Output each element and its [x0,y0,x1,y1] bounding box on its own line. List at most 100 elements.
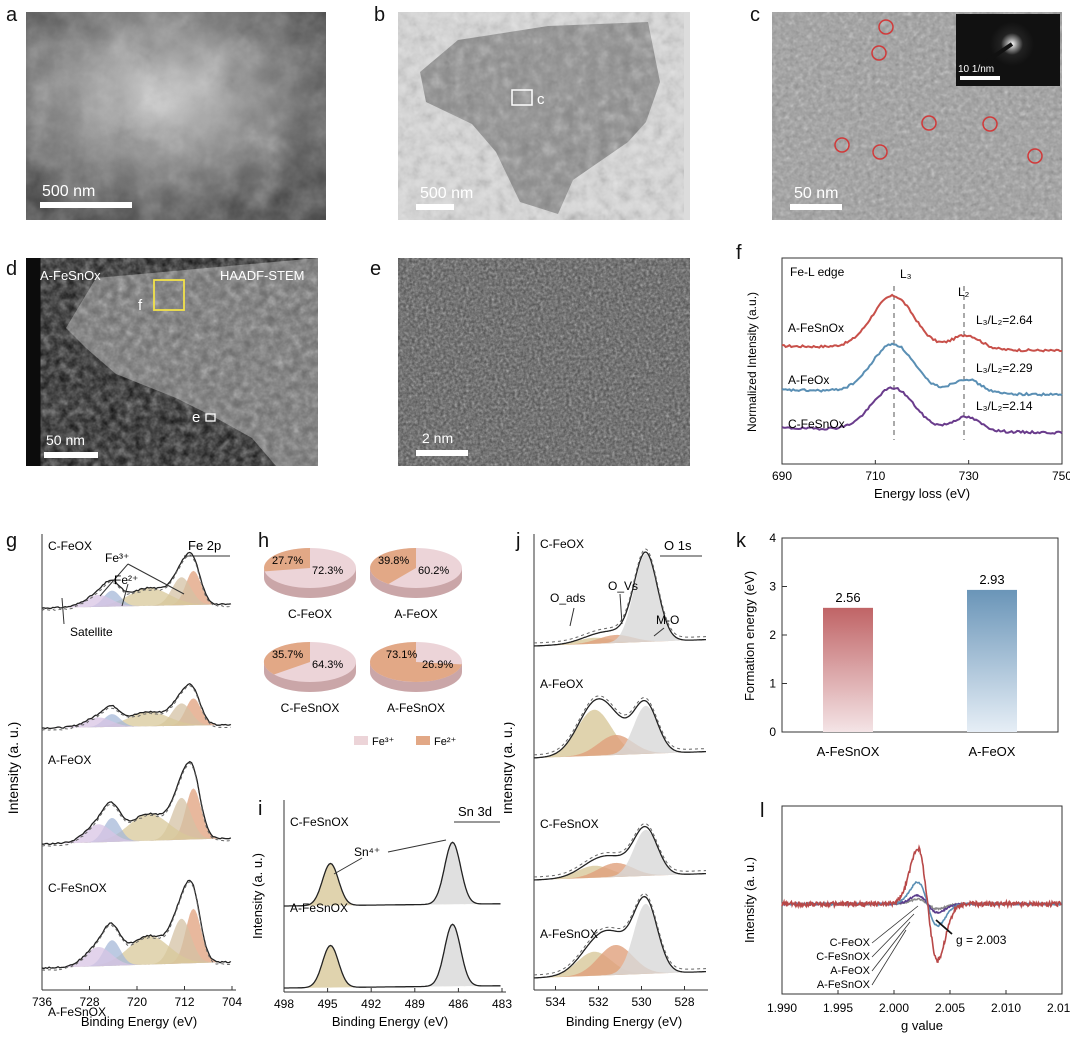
ratio-label: L₃/L₂=2.29 [976,361,1033,375]
x-axis-label: Binding Energy (eV) [566,1014,682,1029]
pie-name-label: A-FeOX [394,607,437,621]
annotation-arrow [61,597,65,625]
panel-letter-f: f [736,242,742,264]
annotation-arrow [127,563,185,595]
sample-label: C-FeSnOX [540,817,599,831]
panel-letter-b: b [374,4,386,26]
mode-label: HAADF-STEM [220,268,305,283]
nanoparticle-markers [834,19,1043,164]
y-tick-label: 2 [769,628,776,642]
fit-component [534,829,706,880]
region-f-box [153,279,185,311]
x-tick-label: 736 [32,995,52,1009]
panel-letter-c: c [750,4,760,26]
fit-component [42,703,232,728]
y-tick-label: 3 [769,580,776,594]
series-name-label: A-FeSnOx [788,321,844,335]
x-tick-label: 528 [674,995,694,1009]
envelope-line [533,698,706,759]
y-axis-label: Intensity (a. u.) [504,722,515,815]
y-tick-label: 4 [769,531,776,545]
x-category-label: A-FeSnOX [817,744,880,759]
scale-bar [40,202,132,208]
series-line-C-FeSnOx [781,386,1063,435]
fit-component [42,935,232,968]
annotation-arrow [569,607,575,627]
x-tick-label: 534 [545,995,565,1009]
y-tick-label: 0 [769,725,776,739]
x-category-label: A-FeOX [969,744,1016,759]
scale-bar [416,450,468,456]
scale-label: 500 nm [420,185,473,202]
annotation-arrow [619,593,623,625]
panel-letter-a: a [6,4,18,26]
series-legend-label: A-FeOX [830,965,870,977]
xps-fe2p-chart-g: Intensity (a. u.) Binding Energy (eV) Fe… [5,534,242,1029]
panel-letter-e: e [370,258,382,280]
region-title: O 1s [664,538,692,553]
fit-component [534,903,706,978]
fit-component [534,553,706,646]
fe3-percent-label: 26.9% [422,659,453,671]
haadf-image-d: A-FeSnOx HAADF-STEM f e 50 nm [26,258,318,466]
panel-letter-h: h [258,530,270,552]
fit-component [284,863,502,906]
fe2-percent-label: 39.8% [378,555,409,567]
pie-slice-fe2 [370,642,462,682]
zoom-box [511,89,533,106]
panel-letter-k: k [736,530,746,552]
fe2-percent-label: 27.7% [272,555,303,567]
x-axis-label: Binding Energy (eV) [332,1014,448,1029]
legend-fe3-swatch [354,736,368,745]
pie-name-label: C-FeSnOX [281,701,340,715]
series-name-label: A-FeOx [788,373,829,387]
raw-data-line [41,554,231,612]
sample-label: C-FeSnOX [48,881,107,895]
ovs-label: O_Vs [608,579,638,593]
x-tick-label: 2.010 [991,1001,1021,1015]
fit-component [42,594,232,608]
fit-component [534,951,706,978]
envelope-line [41,551,231,610]
series-name-label: C-FeSnOx [788,417,845,431]
fe2-percent-label: 73.1% [386,649,417,661]
y-axis-label: Normalized Intensity (a.u.) [745,292,759,432]
eels-chart-f: Normalized Intensity (a.u.) Energy loss … [745,257,1070,501]
x-tick-label: 704 [222,995,242,1009]
series-line-A-FeSnOx [781,844,1062,964]
annotation-arrow [935,919,953,935]
x-tick-label: 720 [127,995,147,1009]
bar-value-label: 2.93 [979,572,1004,587]
x-axis-label: g value [901,1018,943,1033]
sample-label: A-FeSnOX [48,1005,106,1019]
y-tick-label: 1 [769,677,776,691]
y-axis-label: Formation energy (eV) [742,571,757,701]
fe3-label: Fe³⁺ [105,551,129,565]
x-tick-label: 728 [79,995,99,1009]
annotation-arrow [99,563,129,597]
satellite-label: Satellite [70,625,113,639]
legend-fe2-swatch [416,736,430,745]
fe3-percent-label: 64.3% [312,659,343,671]
y-axis-label: Intensity (a. u.) [742,857,757,943]
envelope-line [533,825,706,881]
sample-label: A-FeOX [48,753,91,767]
annotation-arrow [387,839,447,853]
raw-data-line [534,893,706,976]
region-e-box [205,413,216,422]
x-axis-label: Energy loss (eV) [874,486,970,501]
x-tick-label: 2.005 [935,1001,965,1015]
fe3-percent-label: 60.2% [418,565,449,577]
fit-component [534,705,706,758]
scale-bar [44,452,98,458]
envelope-line [284,841,501,907]
x-tick-label: 2.015 [1047,1001,1070,1015]
g-value-annotation: g = 2.003 [956,933,1007,947]
x-tick-label: 2.000 [879,1001,909,1015]
fit-component [534,945,706,978]
series-line-A-FeOx [781,342,1063,397]
envelope-line [533,551,706,647]
ratio-label: L₃/L₂=2.64 [976,313,1033,327]
series-legend-label: C-FeOX [830,937,871,949]
scale-bar [416,204,454,210]
